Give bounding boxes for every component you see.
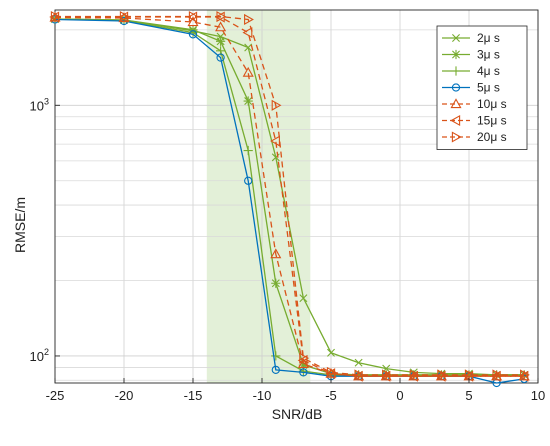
x-tick-label: -15 xyxy=(184,388,203,403)
legend-marker xyxy=(451,66,461,76)
data-point xyxy=(270,135,280,147)
data-point xyxy=(299,368,308,377)
y-axis-label: RMSE/m xyxy=(12,197,28,253)
legend-marker xyxy=(450,114,461,127)
data-point xyxy=(408,370,418,382)
data-point xyxy=(354,369,365,381)
data-point xyxy=(380,370,391,382)
data-point xyxy=(271,278,281,288)
x-tick-label: 10 xyxy=(531,388,545,403)
legend-item: 10μ s xyxy=(442,97,507,111)
legend-marker xyxy=(451,131,462,143)
data-point xyxy=(216,53,225,62)
legend-label: 2μ s xyxy=(477,31,500,45)
y-tick-label: 102 xyxy=(30,347,49,364)
data-point xyxy=(435,370,446,382)
legend-label: 4μ s xyxy=(477,64,500,78)
legend-item: 5μ s xyxy=(442,81,500,95)
data-point xyxy=(244,43,253,52)
data-point xyxy=(271,365,280,375)
data-point xyxy=(464,369,475,381)
data-point xyxy=(215,21,227,32)
data-point xyxy=(354,358,363,367)
legend: 2μ s 3μ s 4μ s 5μ s 10μ s 15μ s 20μ s xyxy=(436,25,528,150)
x-tick-label: -10 xyxy=(253,388,272,403)
data-point xyxy=(243,96,253,106)
data-point xyxy=(382,369,392,381)
legend-item: 3μ s xyxy=(442,48,500,62)
data-point xyxy=(242,27,253,39)
legend-item: 2μ s xyxy=(442,31,500,45)
data-point xyxy=(119,11,130,23)
data-point xyxy=(463,370,474,382)
data-point xyxy=(299,352,310,364)
legend-marker xyxy=(452,34,460,42)
legend-label: 10μ s xyxy=(477,97,507,111)
data-point xyxy=(188,30,198,39)
data-point xyxy=(244,176,253,185)
data-point xyxy=(490,370,501,382)
legend-marker xyxy=(450,98,462,109)
data-point xyxy=(492,369,503,381)
data-point xyxy=(298,360,308,370)
data-point xyxy=(271,153,280,162)
data-point xyxy=(325,368,336,380)
data-point xyxy=(50,11,61,23)
data-point xyxy=(409,369,420,381)
data-point xyxy=(352,370,363,382)
legend-label: 3μ s xyxy=(477,48,500,62)
data-point xyxy=(271,99,282,111)
x-tick-label: -20 xyxy=(115,388,134,403)
data-point xyxy=(327,348,335,357)
data-point xyxy=(299,294,308,303)
data-point xyxy=(188,11,199,23)
legend-label: 5μ s xyxy=(477,81,500,95)
data-point xyxy=(270,248,282,259)
legend-marker xyxy=(451,49,461,60)
data-point xyxy=(243,145,253,156)
legend-item: 20μ s xyxy=(442,130,507,144)
data-point xyxy=(216,11,227,23)
legend-label: 20μ s xyxy=(477,130,507,144)
series-line xyxy=(55,16,525,377)
data-point xyxy=(326,366,337,378)
legend-item: 15μ s xyxy=(442,114,507,128)
legend-label: 15μ s xyxy=(477,114,507,128)
x-tick-label: 0 xyxy=(396,388,403,403)
data-point xyxy=(242,66,254,77)
plot-frame xyxy=(54,9,539,384)
data-point xyxy=(244,13,254,26)
legend-marker xyxy=(451,83,461,92)
data-point xyxy=(518,370,529,382)
data-point xyxy=(216,36,226,46)
data-point xyxy=(520,369,530,381)
x-tick-label: -25 xyxy=(46,388,65,403)
y-tick-label: 103 xyxy=(30,96,49,113)
series-7 xyxy=(50,11,530,381)
data-point xyxy=(271,351,281,361)
x-tick-label: 5 xyxy=(465,388,472,403)
legend-item: 4μ s xyxy=(442,64,500,78)
x-axis-label: SNR/dB xyxy=(272,406,323,422)
data-point xyxy=(437,369,448,381)
x-tick-label: -5 xyxy=(325,388,337,403)
data-point xyxy=(297,358,309,369)
